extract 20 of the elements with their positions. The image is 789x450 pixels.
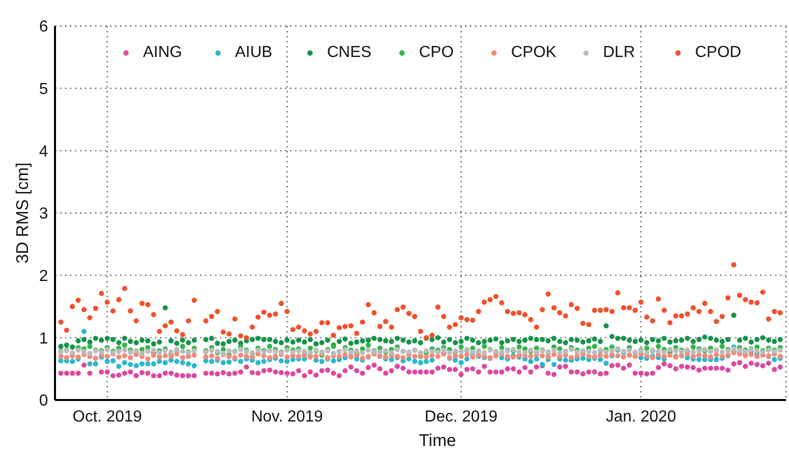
y-tick-label: 6: [39, 18, 48, 36]
y-tick-label: 3: [39, 206, 48, 223]
y-tick-label: 2: [39, 268, 48, 286]
legend-label: CPO: [419, 44, 454, 62]
y-tick-label: 4: [39, 143, 48, 160]
legend-label: AIUB: [235, 44, 272, 62]
legend-label: DLR: [603, 44, 636, 62]
x-tick-label: Dec. 2019: [424, 408, 498, 426]
x-tick-label: Oct. 2019: [72, 408, 142, 426]
y-tick-label: 0: [39, 392, 48, 410]
y-tick-label: 5: [39, 81, 48, 98]
x-tick-label: Nov. 2019: [251, 408, 324, 426]
x-axis-title: Time: [418, 430, 456, 450]
y-axis-title: 3D RMS [cm]: [12, 162, 32, 264]
legend-label: CPOK: [511, 44, 556, 62]
legend-label: CPOD: [695, 44, 742, 62]
x-tick-label: Jan. 2020: [606, 408, 676, 426]
legend-label: AING: [143, 44, 182, 62]
y-tick-label: 1: [39, 330, 48, 348]
legend-label: CNES: [327, 44, 372, 62]
